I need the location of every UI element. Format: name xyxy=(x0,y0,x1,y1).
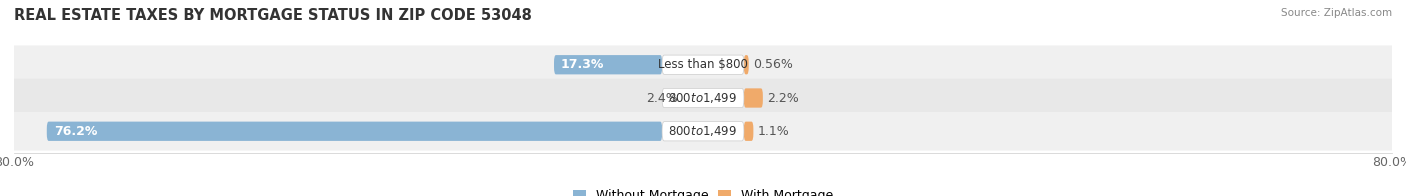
FancyBboxPatch shape xyxy=(46,122,662,141)
FancyBboxPatch shape xyxy=(662,122,744,141)
Text: Less than $800: Less than $800 xyxy=(658,58,748,71)
Text: Source: ZipAtlas.com: Source: ZipAtlas.com xyxy=(1281,8,1392,18)
Text: 17.3%: 17.3% xyxy=(561,58,605,71)
Text: $800 to $1,499: $800 to $1,499 xyxy=(668,91,738,105)
FancyBboxPatch shape xyxy=(662,88,744,108)
FancyBboxPatch shape xyxy=(554,55,662,74)
Legend: Without Mortgage, With Mortgage: Without Mortgage, With Mortgage xyxy=(568,184,838,196)
Text: 2.2%: 2.2% xyxy=(768,92,799,104)
FancyBboxPatch shape xyxy=(1,79,1405,117)
FancyBboxPatch shape xyxy=(662,55,744,74)
Text: REAL ESTATE TAXES BY MORTGAGE STATUS IN ZIP CODE 53048: REAL ESTATE TAXES BY MORTGAGE STATUS IN … xyxy=(14,8,531,23)
FancyBboxPatch shape xyxy=(744,88,763,108)
Text: $800 to $1,499: $800 to $1,499 xyxy=(668,124,738,138)
FancyBboxPatch shape xyxy=(1,45,1405,84)
Text: 1.1%: 1.1% xyxy=(758,125,789,138)
Text: 0.56%: 0.56% xyxy=(754,58,793,71)
FancyBboxPatch shape xyxy=(744,122,754,141)
FancyBboxPatch shape xyxy=(744,55,749,74)
FancyBboxPatch shape xyxy=(1,112,1405,151)
Text: 76.2%: 76.2% xyxy=(53,125,97,138)
Text: 2.4%: 2.4% xyxy=(647,92,678,104)
